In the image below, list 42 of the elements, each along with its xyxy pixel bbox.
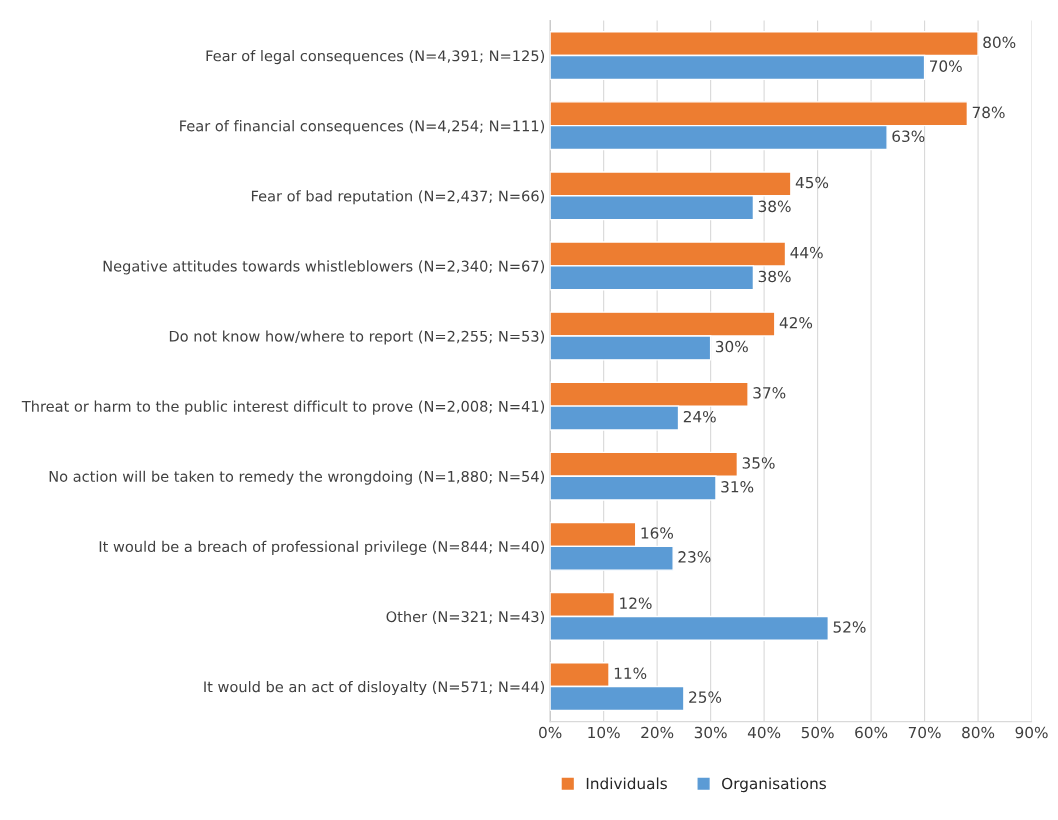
data-label: 24% [683,410,716,423]
x-tick-label: 0% [539,726,562,739]
data-label: 42% [779,316,813,329]
y-tick-label: Fear of bad reputation (N=2,437; N=66) [251,190,545,205]
y-tick-label: Fear of financial consequences (N=4,254; N=111) [180,120,545,135]
y-tick-label: It would be a breach of professional privilege (N=844; N=40) [99,540,545,555]
data-label: 70% [929,60,962,72]
y-tick-label: Negative attitudes towards whistleblowers (N=2,340; N=67) [103,260,545,275]
x-tick-label: 10% [588,726,620,739]
x-tick-label: 30% [694,726,727,739]
data-label: 38% [758,200,791,213]
data-label: 25% [689,691,722,703]
x-tick-label: 60% [855,726,888,739]
x-tick-label: 40% [747,726,781,739]
data-label: 12% [620,597,652,609]
x-tick-label: 20% [641,726,674,739]
data-label: 35% [742,457,775,469]
data-label: 63% [892,130,925,143]
x-tick-label: 50% [801,726,834,739]
data-label: 11% [614,667,647,680]
data-label: 23% [678,551,711,563]
data-label: 30% [715,340,748,353]
data-label: 16% [641,527,674,539]
data-label: 31% [721,481,754,493]
x-tick-label: 80% [962,726,995,739]
x-tick-label: 90% [1015,726,1048,739]
y-tick-label: No action will be taken to remedy the wrongdoing (N=1,880; N=54) [49,470,545,485]
y-tick-label: Do not know how/where to report (N=2,255; N=53) [169,330,545,345]
y-tick-label: Fear of legal consequences (N=4,391; N=125) [206,50,545,65]
data-label: 38% [758,270,791,283]
data-label: 44% [790,246,823,259]
data-label: 80% [983,36,1016,49]
y-tick-label: It would be an act of disloyalty (N=571; N=44) [204,681,545,696]
y-tick-label: Other (N=321; N=43) [386,610,545,624]
data-label: 45% [795,176,829,189]
y-tick-label: Threat or harm to the public interest difficult to prove (N=2,008; N=41) [21,400,545,415]
x-tick-label: 70% [908,726,941,739]
legend-label: Individuals [586,777,667,790]
data-label: 78% [972,106,1005,119]
data-label: 52% [833,621,866,633]
data-label: 37% [753,387,786,399]
legend-label: Organisations [722,777,826,793]
